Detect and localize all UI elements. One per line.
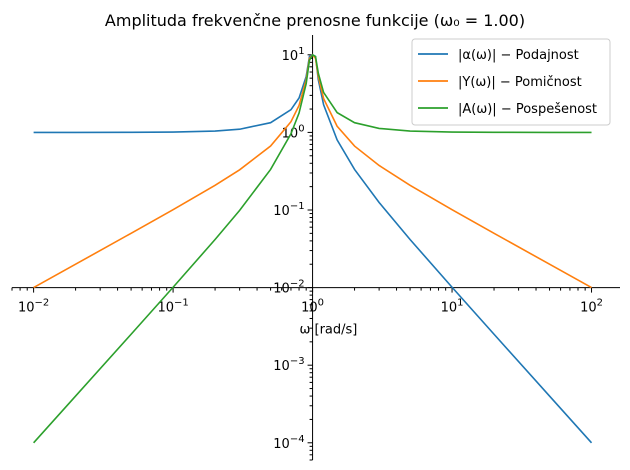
chart-title: Amplituda frekvenčne prenosne funkcije (… (105, 11, 525, 30)
y-tick-label: 10−2 (273, 279, 304, 297)
legend-box (411, 38, 611, 126)
legend: |α(ω)| − Podajnost |Y(ω)| − Pomičnost |A(ω… (411, 38, 611, 126)
series-group (33, 53, 593, 444)
y-tick-label: 101 (282, 46, 305, 64)
x-tick-label: 100 (301, 298, 324, 316)
legend-label: |Y(ω)| − Pomičnost (458, 75, 582, 90)
x-tick-label: 102 (580, 298, 603, 316)
x-tick-label: 101 (441, 298, 464, 316)
y-tick-label: 10−3 (273, 356, 304, 374)
y-tick-label: 10−4 (273, 434, 304, 452)
legend-label: |α(ω)| − Podajnost (458, 48, 579, 63)
x-tick-label: 10−1 (157, 298, 188, 316)
axes: 10−2 10−1 100 101 102 10−4 10−3 10−2 10−1 100 101 ω… (11, 35, 620, 461)
x-tick-label: 10−2 (18, 298, 49, 316)
y-tick-label: 100 (282, 123, 305, 141)
y-tick-label: 10−1 (273, 201, 304, 219)
x-axis-label: ω [rad/s] (300, 323, 358, 338)
legend-label: |A(ω)| − Pospešenost (458, 102, 597, 117)
series-line (33, 53, 592, 444)
